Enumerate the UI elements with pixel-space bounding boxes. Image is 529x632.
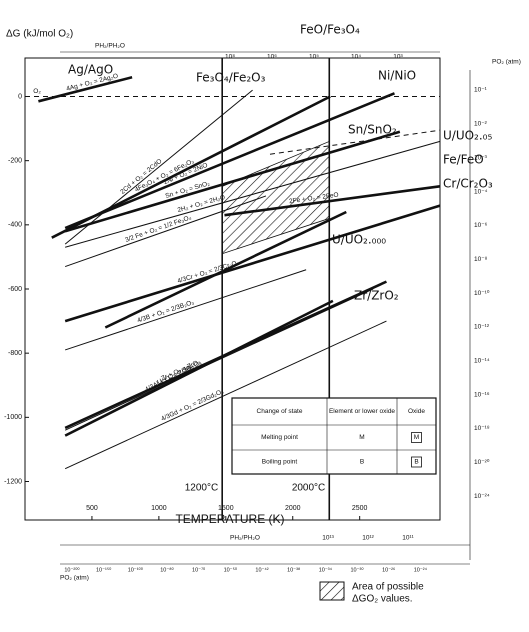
y-tick-label: -1200 xyxy=(4,478,22,485)
bottom-h2-label: 10¹³ xyxy=(322,535,334,542)
x-tick-label: 2000 xyxy=(285,505,301,512)
bottom-o2-label: 10⁻²⁶ xyxy=(382,566,395,573)
right-scale-label: 10⁻²⁰ xyxy=(474,458,490,466)
table-cell: B xyxy=(414,459,418,466)
region-legend-label: ΔGO₂ values. xyxy=(352,594,413,605)
bottom-h2-label: 10¹¹ xyxy=(402,535,414,542)
couple-label: U/UO₂.₀₅ xyxy=(443,129,492,143)
couple-label: Ag/AgO xyxy=(68,63,113,77)
region-swatch xyxy=(319,581,345,601)
reaction-line xyxy=(64,204,441,323)
top-scale-label: 10⁸ xyxy=(225,54,235,61)
top-scale-label: 10⁶ xyxy=(267,54,277,61)
right-scale-label: 10⁻¹⁰ xyxy=(474,289,490,297)
right-scale-label: 10⁻⁴ xyxy=(474,188,488,195)
right-scale-label: 10⁻² xyxy=(474,121,488,128)
top-scale-title: PH₂/PH₂O xyxy=(95,43,125,50)
region-legend-label: Area of possible xyxy=(352,582,424,593)
reference-label: 1200°C xyxy=(185,483,218,494)
couple-label: Cr/Cr₂O₃ xyxy=(443,177,493,191)
x-tick-label: 2500 xyxy=(352,505,368,512)
oxide-box xyxy=(411,432,422,443)
bottom-o2-label: 10⁻⁸⁰ xyxy=(160,566,174,573)
bottom-o2-label: 10⁻³⁰ xyxy=(350,566,364,573)
right-scale-label: 10⁻¹⁴ xyxy=(474,357,490,364)
y-tick-label: -200 xyxy=(8,158,22,165)
reaction-label: 3/2 Fe + O₂ = 1/2 Fe₃O₄ xyxy=(124,214,192,244)
bottom-o2-label: 10⁻⁴² xyxy=(255,566,268,573)
right-scale-label: 10⁻¹² xyxy=(474,324,490,331)
y-tick-label: -600 xyxy=(8,286,22,293)
table-header: Element or lower oxide xyxy=(329,408,395,415)
bottom-o2-label: 10⁻³⁸ xyxy=(287,566,300,573)
bottom-h2-title: PH₂/PH₂O xyxy=(230,535,260,542)
table-header: Oxide xyxy=(408,408,425,415)
oxide-box xyxy=(411,456,422,468)
y-tick-label: -1000 xyxy=(4,414,22,421)
bottom-o2-title: PO₂ (atm) xyxy=(60,575,89,582)
couple-label: FeO/Fe₃O₄ xyxy=(300,23,360,37)
reaction-label: 4/3Gd + O₂ = 2/3Gd₂O₃ xyxy=(160,388,225,423)
couple-label: Ni/NiO xyxy=(378,69,416,83)
table-cell: Melting point xyxy=(261,434,298,441)
table-cell: M xyxy=(414,434,419,441)
reaction-line xyxy=(65,269,307,351)
couple-label: U/UO₂.₀₀₀ xyxy=(332,233,386,247)
reaction-line xyxy=(104,210,347,329)
reaction-line xyxy=(269,129,441,155)
bottom-o2-label: 10⁻²⁰⁰ xyxy=(64,566,80,573)
y-tick-label: -400 xyxy=(8,222,22,229)
table-cell: Boiling point xyxy=(262,459,298,466)
bottom-o2-label: 10⁻¹⁰⁰ xyxy=(128,566,144,573)
right-scale-label: 10⁻¹⁸ xyxy=(474,425,490,432)
x-tick-label: 1500 xyxy=(218,505,234,512)
table-cell: B xyxy=(360,459,364,466)
legend-table xyxy=(231,397,437,475)
bottom-o2-label: 10⁻¹⁵⁰ xyxy=(96,566,112,573)
top-scale-label: 10⁵ xyxy=(309,54,319,61)
x-tick-label: 1000 xyxy=(151,505,167,512)
bottom-h2-label: 10¹² xyxy=(362,535,374,542)
right-scale-title: PO₂ (atm) xyxy=(492,59,521,66)
reaction-label: O₂ xyxy=(33,88,41,95)
right-scale-label: 10⁻¹ xyxy=(474,87,488,94)
reaction-line xyxy=(64,280,387,430)
y-tick-label: -800 xyxy=(8,350,22,357)
reaction-line xyxy=(64,195,267,268)
top-scale-label: 10³ xyxy=(393,54,403,61)
x-axis-title: TEMPERATURE (K) xyxy=(175,512,284,526)
couple-label: Fe/FeO xyxy=(443,153,484,167)
y-axis-title: ΔG (kJ/mol O₂) xyxy=(6,29,73,40)
right-scale-label: 10⁻⁸ xyxy=(474,256,488,263)
reaction-line xyxy=(64,89,253,245)
reaction-line xyxy=(224,185,441,217)
right-scale-label: 10⁻²⁴ xyxy=(474,493,490,500)
table-header: Change of state xyxy=(257,408,303,415)
top-scale-label: 10⁴ xyxy=(351,54,361,61)
reaction-label: 4/3Cr + O₂ = 2/3Cr₂O₃ xyxy=(177,259,241,285)
x-tick-label: 500 xyxy=(86,505,98,512)
reaction-label: 4/3B + O₂ = 2/3B₂O₃ xyxy=(136,299,195,325)
bottom-o2-label: 10⁻⁷⁰ xyxy=(192,566,206,573)
y-tick-label: 0 xyxy=(18,93,22,100)
right-scale-label: 10⁻³ xyxy=(474,154,488,161)
couple-label: Zr/ZrO₂ xyxy=(354,289,399,303)
right-scale-label: 10⁻⁶ xyxy=(474,222,488,229)
right-scale-label: 10⁻¹⁶ xyxy=(474,391,490,398)
reaction-line xyxy=(64,320,387,470)
bottom-o2-label: 10⁻³⁴ xyxy=(319,566,333,573)
reaction-line xyxy=(38,75,133,103)
reaction-line xyxy=(65,140,441,248)
couple-label: Fe₃O₄/Fe₂O₃ xyxy=(196,71,266,85)
bottom-o2-label: 10⁻⁵⁰ xyxy=(224,566,238,573)
reference-label: 2000°C xyxy=(292,483,325,494)
couple-label: Sn/SnO₂ xyxy=(348,123,397,137)
reaction-line xyxy=(64,92,395,230)
table-cell: M xyxy=(359,434,364,441)
bottom-o2-label: 10⁻²⁴ xyxy=(414,566,428,573)
reaction-line xyxy=(64,288,374,431)
reaction-line xyxy=(64,130,401,233)
